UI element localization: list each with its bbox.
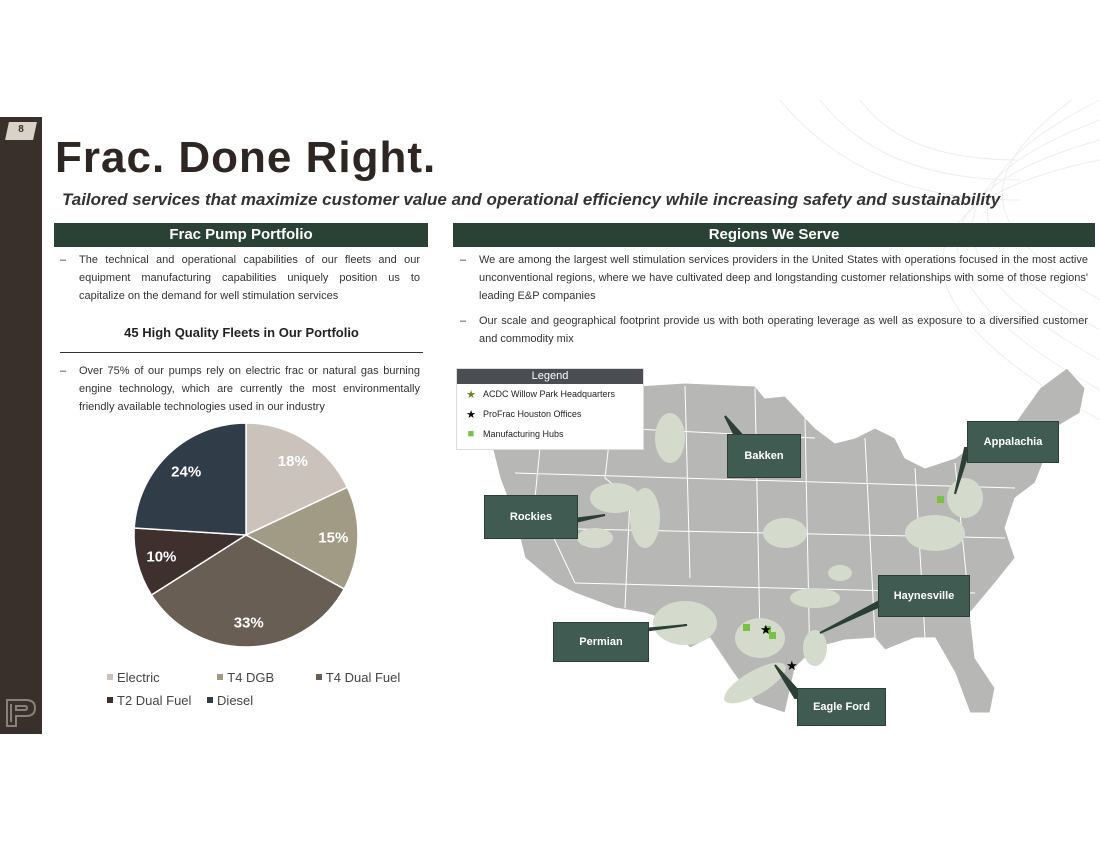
pie-legend-row-1: Electric T4 DGB T4 Dual Fuel: [107, 668, 414, 685]
legend-item-electric: Electric: [107, 670, 160, 685]
legend-houston: ★ ProFrac Houston Offices: [457, 404, 643, 424]
regions-bullet-2: – Our scale and geographical footprint p…: [460, 312, 1088, 348]
bullet-dash: –: [60, 365, 67, 377]
pie-label-t4-dual-fuel: 33%: [234, 614, 264, 631]
region-appalachia: Appalachia: [967, 421, 1059, 463]
bullet-dash: –: [460, 254, 467, 266]
legend-label: T4 Dual Fuel: [325, 669, 401, 685]
legend-swatch: [207, 697, 214, 703]
pie-slice-t4-dgb: [244, 486, 359, 590]
hq-star-icon: ★: [760, 623, 772, 638]
page-title: Frac. Done Right.: [55, 133, 437, 182]
regions-bullet-1-text: We are among the largest well stimulatio…: [479, 254, 1088, 302]
legend-label: Diesel: [217, 692, 254, 708]
region-haynesville: Haynesville: [878, 575, 970, 617]
fleet-type-pie-chart: 18% 15% 33% 10% 24%: [133, 422, 359, 648]
pie-label-t2-dual-fuel: 10%: [146, 549, 176, 566]
region-rockies: Rockies: [484, 495, 578, 539]
legend-label: ACDC Willow Park Headquarters: [483, 389, 616, 399]
legend-item-t4-dual-fuel: T4 Dual Fuel: [315, 669, 401, 685]
bullet-dash: –: [460, 315, 467, 327]
hub-square-icon: ■: [467, 428, 475, 440]
legend-label: ProFrac Houston Offices: [483, 409, 582, 419]
regions-bullet-1: – We are among the largest well stimulat…: [460, 251, 1088, 305]
portfolio-bullet-2-text: Over 75% of our pumps rely on electric f…: [79, 365, 420, 413]
legend-hubs: ■ Manufacturing Hubs: [457, 424, 643, 444]
portfolio-bullet-2: – Over 75% of our pumps rely on electric…: [60, 362, 420, 416]
pie-label-electric: 18%: [278, 453, 308, 470]
frac-pump-portfolio-header: Frac Pump Portfolio: [54, 223, 428, 247]
legend-label: T2 Dual Fuel: [117, 692, 192, 708]
office-star-icon: ★: [466, 408, 476, 421]
sidebar-bar: [0, 117, 42, 734]
pie-label-diesel: 24%: [171, 463, 201, 480]
fleets-title: 45 High Quality Fleets in Our Portfolio: [124, 325, 359, 340]
manufacturing-hub-icon: [743, 624, 750, 631]
legend-item-diesel: Diesel: [207, 693, 253, 708]
legend-swatch: [217, 674, 224, 680]
manufacturing-hub-icon: [937, 496, 944, 503]
map-legend: Legend ★ ACDC Willow Park Headquarters ★ P…: [456, 368, 644, 450]
legend-swatch: [107, 697, 113, 703]
legend-label: Manufacturing Hubs: [483, 429, 564, 439]
pie-slice-diesel: [133, 422, 247, 536]
region-eagle-ford: Eagle Ford: [797, 688, 886, 726]
profrac-logo-icon: [6, 699, 37, 727]
page-subtitle: Tailored services that maximize customer…: [62, 190, 1001, 209]
pie-slice-electric: [245, 422, 349, 537]
houston-office-star-icon: ★: [786, 659, 798, 674]
pie-legend-row-2: T2 Dual Fuel Diesel: [107, 691, 267, 708]
legend-item-t4-dgb: T4 DGB: [217, 670, 274, 685]
legend-label: Electric: [117, 669, 160, 685]
hq-star-icon: ★: [466, 388, 476, 401]
divider: [60, 352, 423, 353]
pie-slice-t4-dual-fuel: [150, 534, 346, 648]
manufacturing-hub-icon: [764, 626, 771, 633]
map-legend-title: Legend: [457, 369, 643, 384]
page-number: 8: [18, 124, 24, 135]
legend-item-t2-dual-fuel: T2 Dual Fuel: [107, 693, 191, 708]
manufacturing-hub-icon: [769, 632, 776, 639]
region-permian: Permian: [553, 622, 649, 662]
bullet-dash: –: [60, 254, 67, 266]
legend-label: T4 DGB: [227, 669, 275, 685]
legend-swatch: [315, 674, 322, 680]
pie-label-t4-dgb: 15%: [318, 530, 348, 547]
us-map: ★ ★: [484, 368, 1086, 714]
region-bakken: Bakken: [727, 434, 801, 478]
portfolio-bullet-1: – The technical and operational capabili…: [60, 251, 420, 305]
legend-swatch: [107, 674, 113, 680]
legend-hq: ★ ACDC Willow Park Headquarters: [457, 384, 643, 404]
regions-bullet-2-text: Our scale and geographical footprint pro…: [479, 315, 1088, 345]
portfolio-bullet-1-text: The technical and operational capabiliti…: [79, 254, 420, 302]
regions-header: Regions We Serve: [453, 223, 1095, 247]
